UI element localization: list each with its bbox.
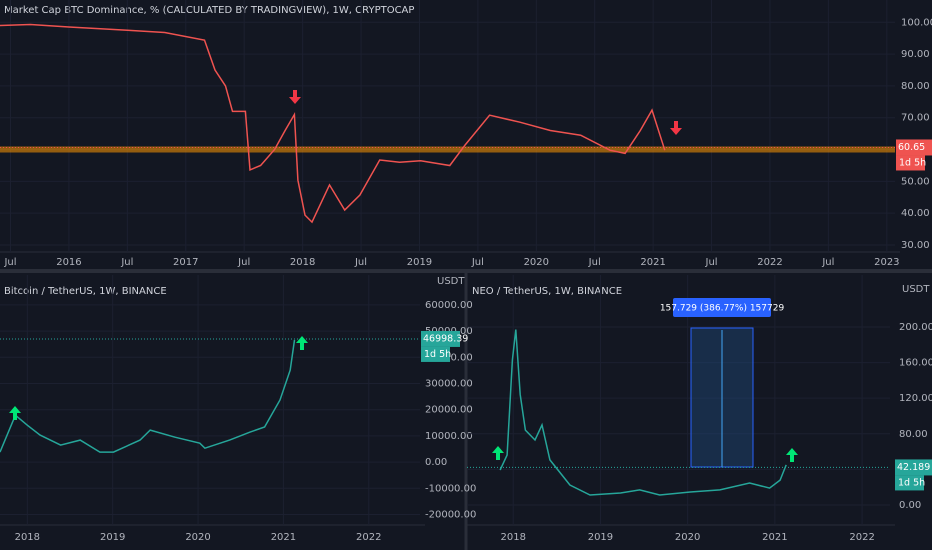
x-tick-label: 2016 [56, 257, 81, 268]
signal-arrow [289, 90, 301, 104]
x-tick-label: Jul [120, 257, 133, 268]
x-tick-label: 2018 [500, 532, 525, 543]
x-tick-label: 2021 [640, 257, 665, 268]
x-tick-label: Jul [705, 257, 718, 268]
last-price-badge [895, 459, 932, 476]
x-tick-label: 2022 [356, 532, 381, 543]
signal-arrow [296, 336, 308, 350]
x-tick-label: Jul [3, 257, 16, 268]
last-price-badge [896, 139, 932, 156]
x-tick-label: 2019 [100, 532, 125, 543]
price-line [0, 23, 666, 224]
y-unit: USDT [437, 276, 465, 287]
y-tick-label: 30.00 [901, 240, 930, 251]
y-tick-label: 90.00 [901, 49, 930, 60]
countdown-label: 1d 5h [424, 349, 451, 360]
x-tick-label: Jul [588, 257, 601, 268]
y-tick-label: 30000.00 [425, 378, 473, 389]
countdown-badge [896, 155, 925, 171]
y-tick-label: 80.00 [899, 429, 928, 440]
y-tick-label: 120.00 [899, 393, 932, 404]
x-tick-label: 2018 [290, 257, 315, 268]
x-tick-label: Jul [237, 257, 250, 268]
y-tick-label: 160.00 [899, 358, 932, 369]
y-tick-label: 60000.00 [425, 300, 473, 311]
countdown-badge [421, 346, 450, 362]
y-unit: USDT [902, 284, 930, 295]
x-tick-label: 2023 [874, 257, 899, 268]
x-tick-label: 2022 [757, 257, 782, 268]
price-line [499, 329, 787, 496]
x-tick-label: 2022 [849, 532, 874, 543]
countdown-label: 1d 5h [899, 157, 926, 168]
y-tick-label: 20000.00 [425, 405, 473, 416]
measure-label-bg [673, 298, 771, 317]
x-tick-label: Jul [821, 257, 834, 268]
last-price-badge [421, 330, 460, 347]
y-tick-label: 80.00 [901, 81, 930, 92]
signal-arrow [492, 446, 504, 460]
y-tick-label: 40.00 [901, 208, 930, 219]
y-tick-label: -20000.00 [425, 510, 476, 521]
x-tick-label: Jul [471, 257, 484, 268]
countdown-label: 1d 5h [898, 477, 925, 488]
y-tick-label: 200.00 [899, 322, 932, 333]
chart-title: Bitcoin / TetherUS, 1W, BINANCE [4, 286, 167, 297]
price-line [0, 339, 296, 453]
signal-arrow [670, 121, 682, 135]
last-price-label: 46998.39 [423, 333, 468, 344]
signal-arrow [9, 406, 21, 420]
y-tick-label: 70.00 [901, 113, 930, 124]
y-tick-label: -10000.00 [425, 483, 476, 494]
y-tick-label: 0.00 [425, 457, 447, 468]
y-tick-label: 100.00 [901, 17, 932, 28]
x-tick-label: 2019 [407, 257, 432, 268]
x-tick-label: Jul [354, 257, 367, 268]
x-tick-label: 2018 [15, 532, 40, 543]
last-price-label: 42.189 [897, 462, 930, 473]
y-tick-label: 0.00 [899, 500, 921, 511]
x-tick-label: 2017 [173, 257, 198, 268]
signal-arrow [786, 448, 798, 462]
x-tick-label: 2020 [675, 532, 700, 543]
countdown-badge [895, 475, 924, 491]
y-tick-label: 10000.00 [425, 431, 473, 442]
chart-title: Market Cap BTC Dominance, % (CALCULATED … [4, 5, 414, 16]
x-tick-label: 2021 [271, 532, 296, 543]
measure-label: 157.729 (386.77%) 157729 [660, 304, 785, 314]
last-price-label: 60.65 [898, 142, 925, 153]
x-tick-label: 2019 [588, 532, 613, 543]
x-tick-label: 2020 [524, 257, 549, 268]
y-tick-label: 50.00 [901, 176, 930, 187]
x-tick-label: 2020 [185, 532, 210, 543]
chart-title: NEO / TetherUS, 1W, BINANCE [472, 286, 622, 297]
x-tick-label: 2021 [762, 532, 787, 543]
